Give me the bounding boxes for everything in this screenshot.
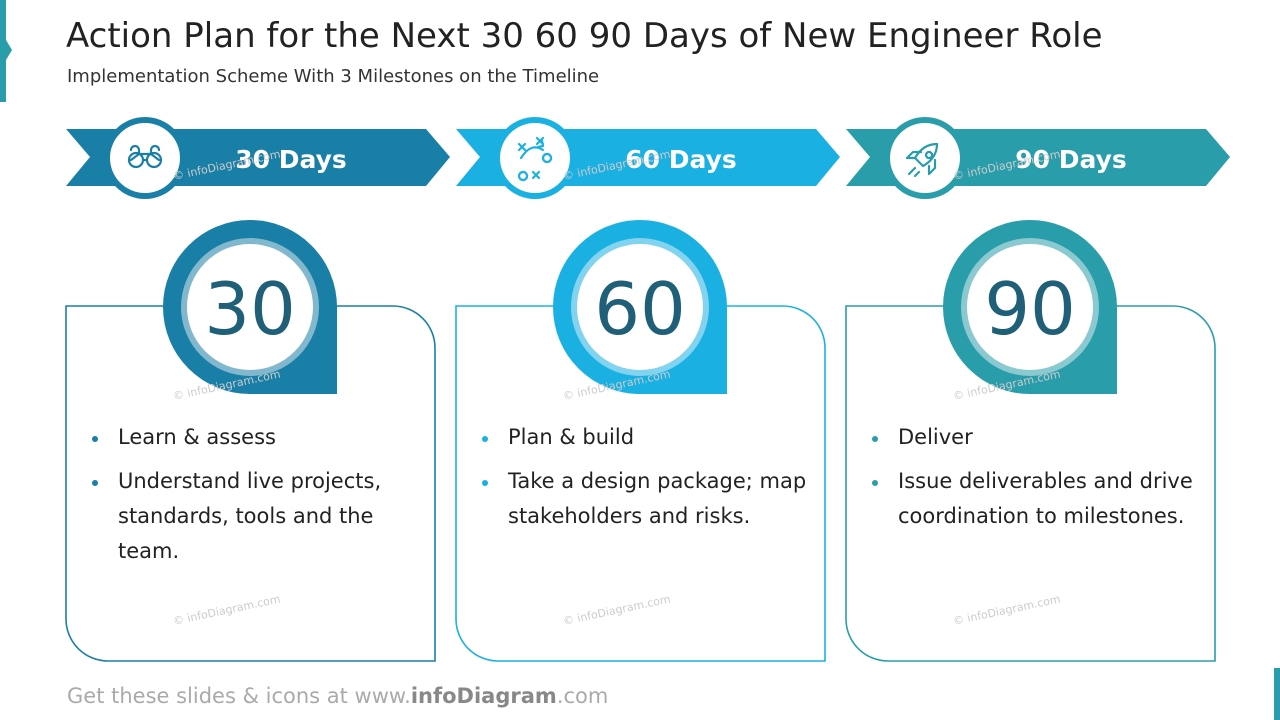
- icon-circle: [110, 123, 180, 193]
- bullet: Understand live projects, standards, too…: [92, 464, 418, 569]
- icon-circle: [890, 123, 960, 193]
- phase-number: 90: [984, 267, 1076, 351]
- bullet-list: Learn & assess Understand live projects, …: [92, 420, 418, 578]
- edge-bar: [1274, 668, 1280, 720]
- bullet: Issue deliverables and drive coordinatio…: [872, 464, 1198, 534]
- badge-inner: [187, 244, 313, 370]
- icon-circle: [500, 123, 570, 193]
- subtitle: Implementation Scheme With 3 Milestones …: [67, 66, 600, 87]
- icon: [905, 142, 939, 178]
- phase-label: 30 Days: [235, 145, 347, 174]
- icon: [127, 144, 163, 169]
- bullet: Plan & build: [482, 420, 808, 455]
- footer-brand: infoDiagram: [410, 684, 557, 708]
- edge-bar: [0, 0, 6, 102]
- bullet: Take a design package; map stakeholders …: [482, 464, 808, 534]
- card: [65, 305, 436, 662]
- badge-inner: [967, 244, 1093, 370]
- phase-label: 60 Days: [625, 145, 737, 174]
- card: [845, 305, 1216, 662]
- footer: Get these slides & icons at www.infoDiag…: [67, 684, 608, 708]
- bullet-list: Plan & build Take a design package; map s…: [482, 420, 808, 543]
- title: Action Plan for the Next 30 60 90 Days o…: [66, 16, 1103, 56]
- footer-text: .com: [556, 684, 609, 708]
- badge-inner: [577, 244, 703, 370]
- edge-arrow: [6, 40, 12, 60]
- footer-text: Get these slides & icons at www.: [67, 684, 411, 708]
- bullet: Deliver: [872, 420, 1198, 455]
- icon: [517, 136, 553, 182]
- bullet: Learn & assess: [92, 420, 418, 455]
- phase-label: 90 Days: [1015, 145, 1127, 174]
- phase-number: 60: [594, 267, 686, 351]
- bullet-list: Deliver Issue deliverables and drive coor…: [872, 420, 1198, 543]
- card: [455, 305, 826, 662]
- phase-number: 30: [204, 267, 296, 351]
